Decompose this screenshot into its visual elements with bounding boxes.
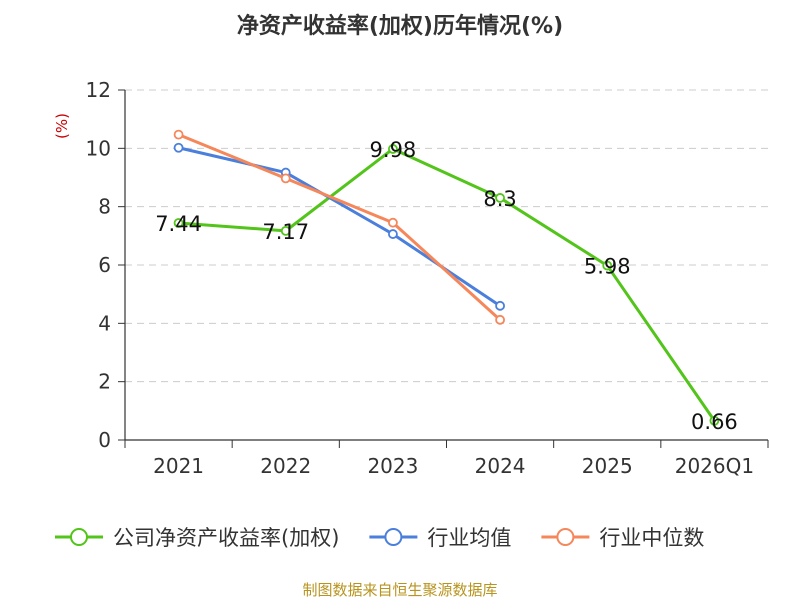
series-1-point-2023 [388,229,398,239]
series-2-point-2024 [495,314,505,325]
data-label-2024: 8.3 [483,187,516,211]
x-tick-label-2021: 2021 [153,454,204,478]
legend-item-0[interactable]: 公司净资产收益率(加权) [55,526,339,550]
data-label-2021: 7.44 [155,212,202,236]
series-2-point-2021 [173,129,184,140]
axes: 0 2 4 6 8 10 12 2021 2022 2023 2024 2025 2026Q1 [86,78,769,478]
y-tick-label-10: 10 [86,136,111,160]
series-0-point-2024 [495,193,505,203]
y-tick-label-2: 2 [98,370,111,394]
chart-title: 净资产收益率(加权)历年情况(%) [237,13,563,39]
x-tick-label-2026Q1: 2026Q1 [675,454,754,478]
series-0-point-2021 [173,218,184,228]
legend-swatch-marker-2 [556,528,575,546]
legend-swatch-marker-1 [384,528,403,546]
data-label-2026Q1: 0.66 [691,410,738,434]
series-0-point-2023 [388,144,398,154]
legend-swatch-marker-0 [70,528,88,546]
legend-label-1: 行业均值 [427,526,511,550]
data-label-2023: 9.98 [370,138,417,162]
series-group [173,129,720,426]
series-0-point-2022 [280,225,291,236]
series-1-point-2021 [173,142,184,153]
series-1-point-2024 [495,300,505,311]
x-tick-label-2022: 2022 [260,454,311,478]
y-tick-label-8: 8 [98,195,111,219]
series-line-0 [178,147,716,422]
y-tick-label-0: 0 [98,428,111,452]
legend-item-2[interactable]: 行业中位数 [541,526,704,550]
y-tick-label-12: 12 [86,78,111,102]
data-label-2022: 7.17 [262,220,309,244]
legend-item-1[interactable]: 行业均值 [369,526,511,550]
x-tick-label-2025: 2025 [582,454,633,478]
data-label-2025: 5.98 [584,255,631,279]
data-labels: 7.44 7.17 9.98 8.3 5.98 0.66 [155,138,738,434]
grid-lines [125,89,768,383]
legend[interactable]: 公司净资产收益率(加权) 行业均值 行业中位数 [55,526,704,550]
series-2-point-2022 [280,173,291,184]
y-axis-unit-label: (%) [53,113,71,139]
y-tick-label-6: 6 [98,253,111,277]
series-0-point-2026Q1 [709,415,720,426]
series-line-2 [178,133,502,321]
legend-label-2: 行业中位数 [599,526,704,550]
source-note: 制图数据来自恒生聚源数据库 [302,581,497,599]
series-0-point-2025 [602,260,613,271]
x-tick-label-2023: 2023 [367,454,418,478]
legend-label-0: 公司净资产收益率(加权) [113,526,339,550]
series-2-point-2023 [388,217,398,228]
x-tick-label-2024: 2024 [475,454,526,478]
y-tick-label-4: 4 [98,311,111,335]
